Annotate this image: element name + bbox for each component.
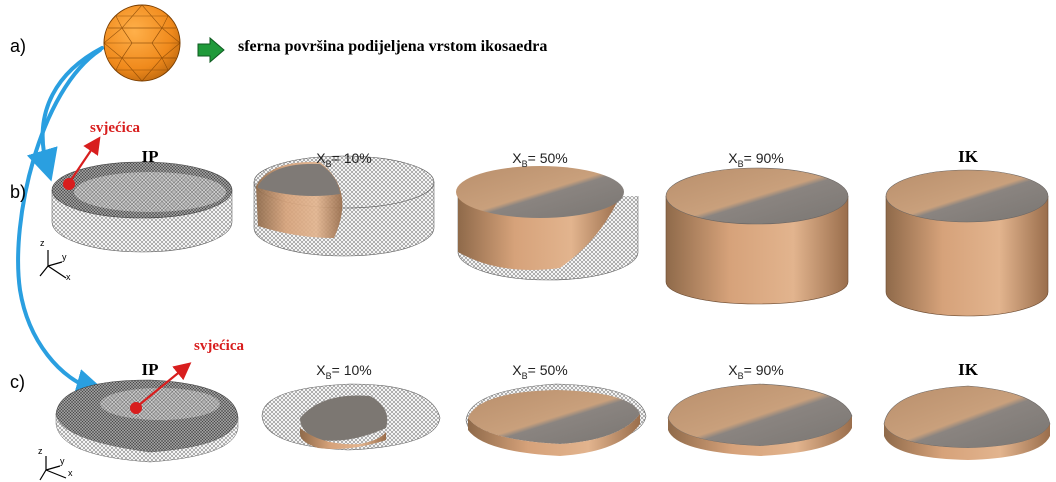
cylinder-b-ip bbox=[51, 161, 233, 253]
axes-triad-b bbox=[39, 250, 67, 279]
stage-title-b-90: XB= 90% bbox=[728, 150, 784, 169]
row-label-b: b) bbox=[10, 182, 27, 202]
spark-marker-c bbox=[130, 362, 192, 414]
axis-y-label-b: y bbox=[62, 252, 67, 262]
axis-z-label-b: z bbox=[40, 238, 45, 248]
green-arrow-icon bbox=[197, 36, 225, 64]
axis-x-label-b: x bbox=[66, 272, 71, 282]
cylinder-b-ik bbox=[885, 169, 1049, 317]
stage-title-b-50: XB= 50% bbox=[512, 150, 568, 169]
axis-y-label-c: y bbox=[60, 456, 65, 466]
cylinder-b-50 bbox=[456, 166, 639, 281]
cylinder-b-90 bbox=[665, 167, 849, 305]
row-label-a: a) bbox=[10, 36, 27, 56]
disc-c-90 bbox=[667, 383, 853, 456]
stage-title-c-50: XB= 50% bbox=[512, 362, 568, 381]
stage-title-c-ik: IK bbox=[958, 360, 978, 379]
disc-c-ik bbox=[883, 385, 1051, 460]
axis-x-label-c: x bbox=[68, 468, 73, 478]
row-label-c: c) bbox=[10, 372, 25, 392]
sphere-caption: sferna površina podijeljena vrstom ikosa… bbox=[238, 38, 548, 55]
stage-title-b-10: XB= 10% bbox=[316, 150, 372, 169]
stage-title-c-90: XB= 90% bbox=[728, 362, 784, 381]
stage-title-b-ik: IK bbox=[958, 147, 978, 166]
spark-label-c: svjećica bbox=[194, 338, 244, 354]
disc-c-50 bbox=[465, 383, 647, 456]
icosahedral-sphere bbox=[103, 4, 181, 82]
axes-triad-c bbox=[39, 456, 67, 481]
cylinder-b-10 bbox=[253, 155, 435, 257]
axis-z-label-c: z bbox=[38, 446, 43, 456]
spark-label-b: svjećica bbox=[90, 120, 140, 136]
stage-title-b-ip: IP bbox=[141, 147, 159, 166]
disc-c-10 bbox=[261, 383, 441, 451]
stage-title-c-ip: IP bbox=[141, 360, 159, 379]
disc-c-ip bbox=[55, 379, 239, 463]
spark-marker-b bbox=[63, 136, 101, 190]
stage-title-c-10: XB= 10% bbox=[316, 362, 372, 381]
blue-arrows bbox=[16, 46, 108, 401]
